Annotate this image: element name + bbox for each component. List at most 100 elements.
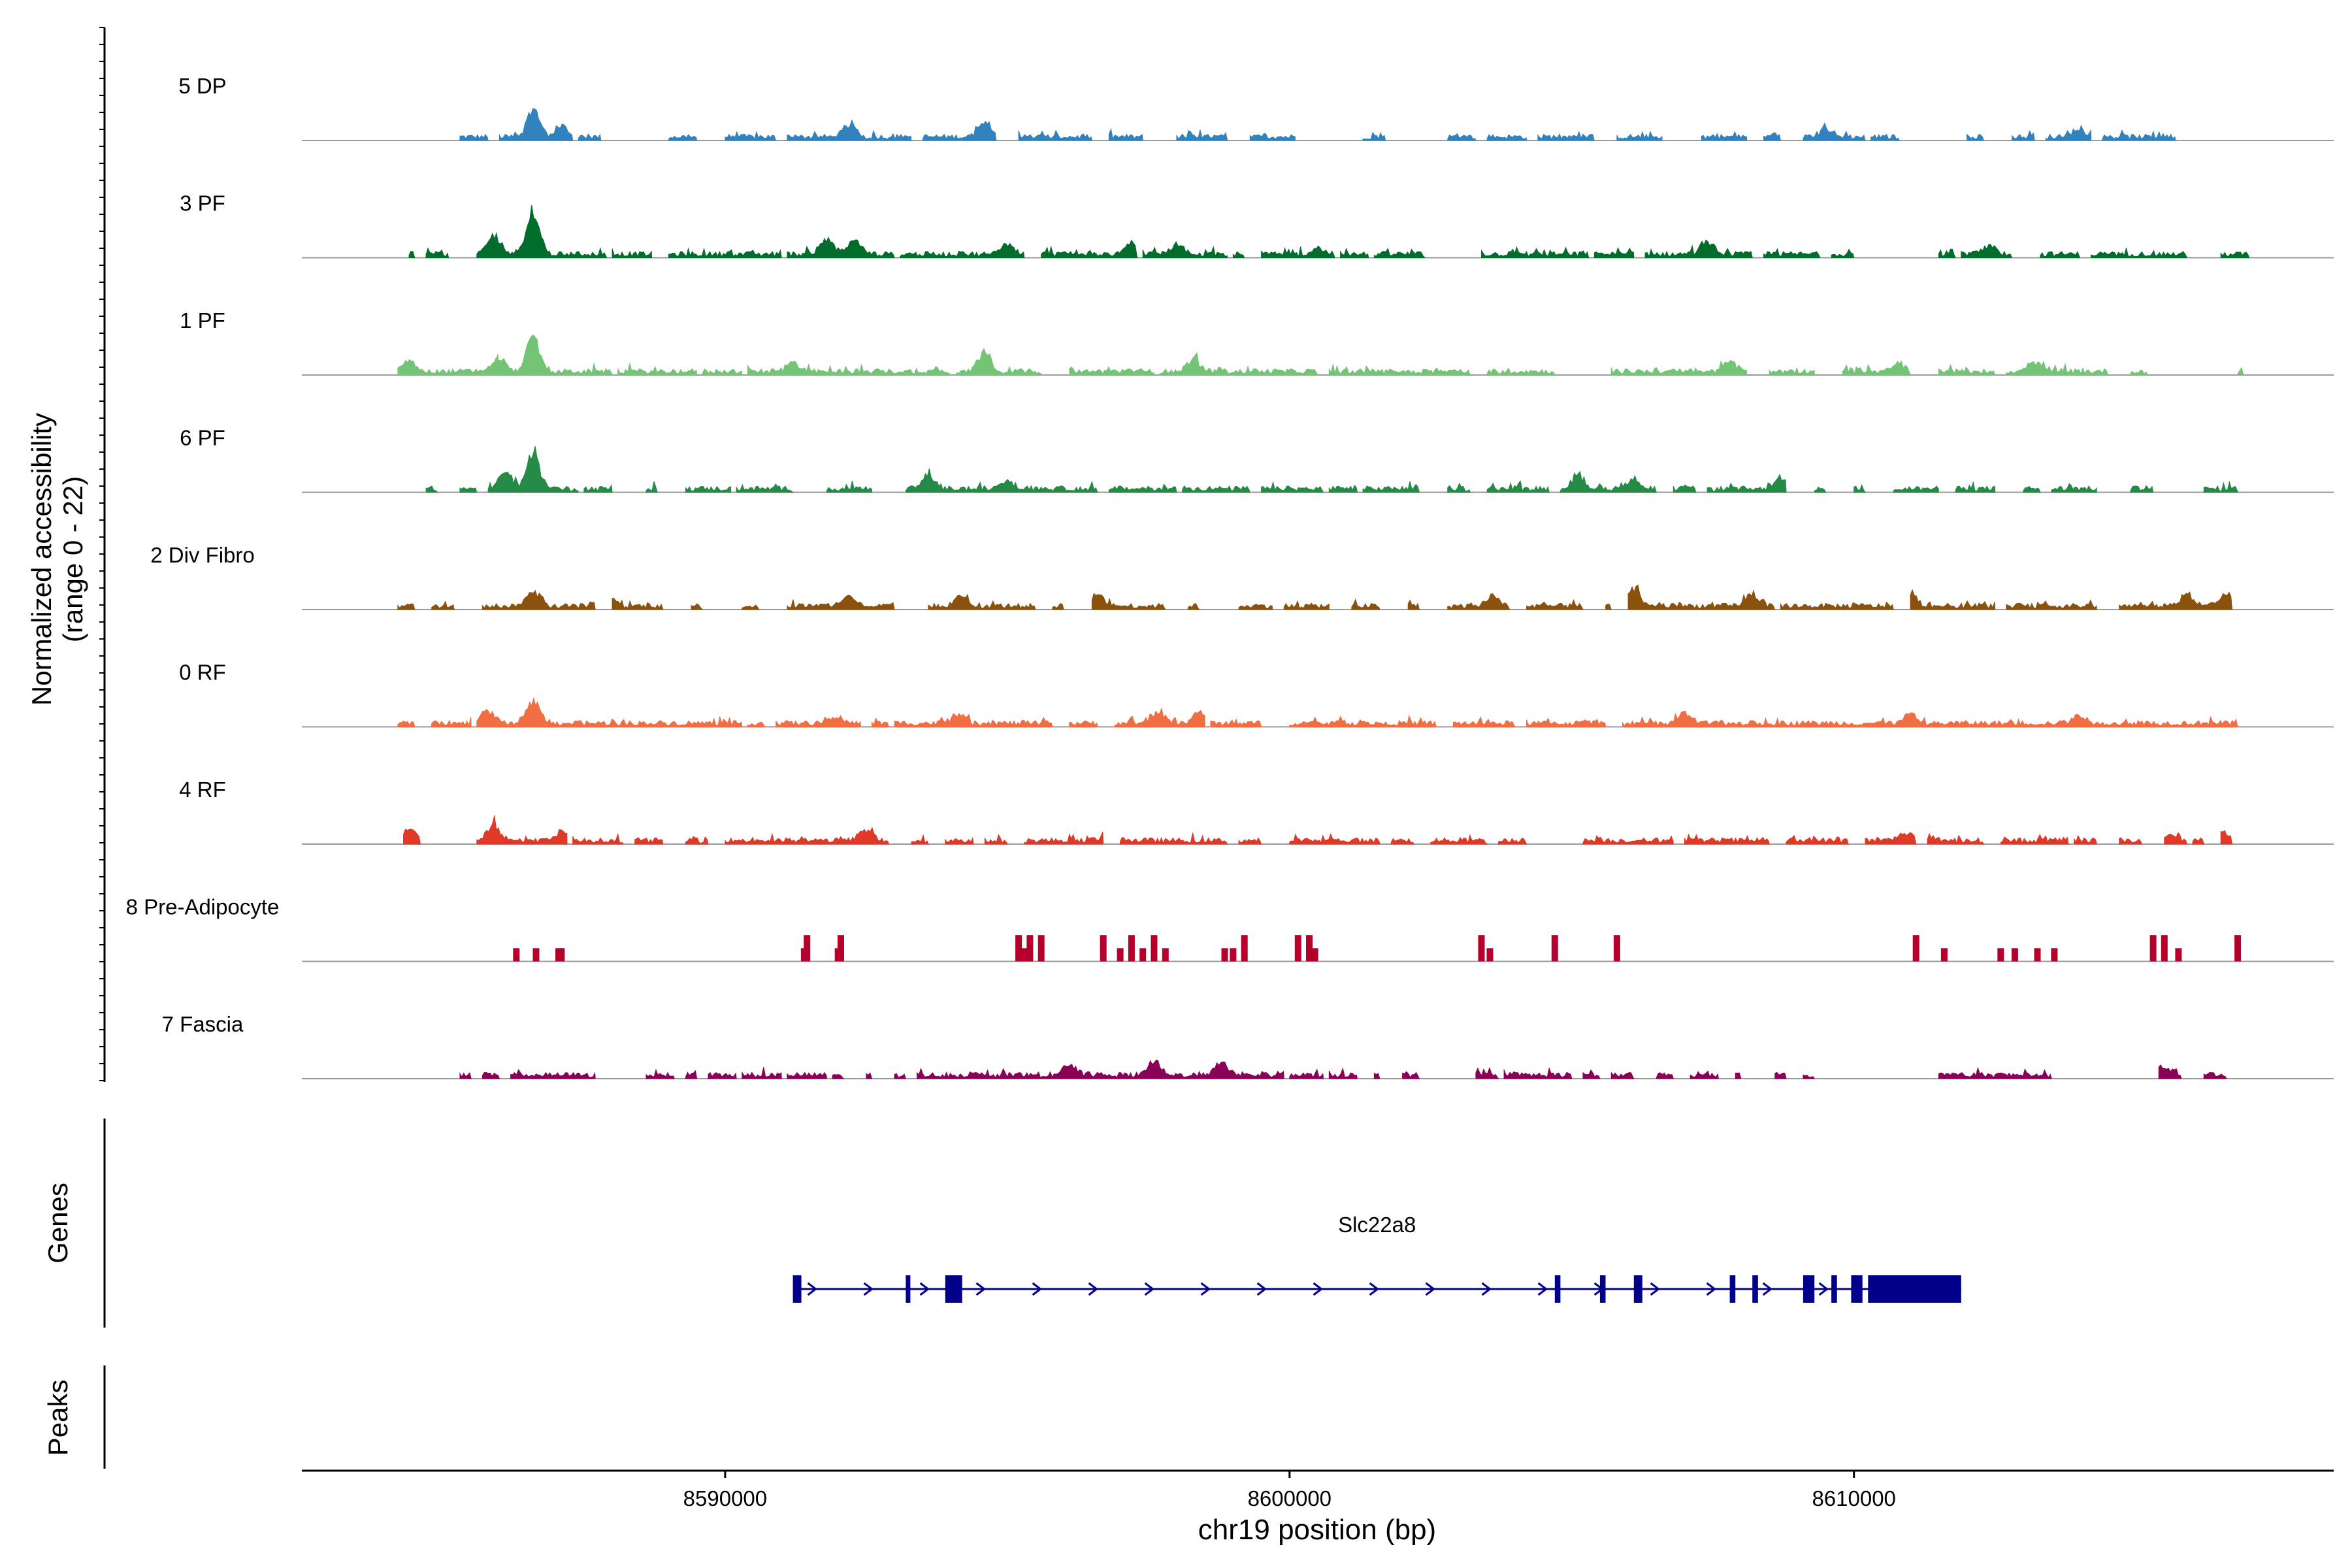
accessibility-signal [476, 696, 743, 727]
accessibility-signal [702, 368, 743, 376]
accessibility-signal [1114, 707, 1205, 727]
track-label: 2 Div Fibro [150, 543, 255, 567]
accessibility-signal [2074, 834, 2097, 845]
accessibility-signal [612, 597, 664, 610]
accessibility-signal [397, 603, 416, 610]
accessibility-signal [725, 130, 777, 141]
strand-arrow [919, 1282, 930, 1296]
accessibility-signal [956, 348, 1042, 376]
accessibility-signal [1938, 363, 1996, 376]
accessibility-signal [742, 604, 760, 610]
accessibility-bar [1940, 948, 1948, 962]
accessibility-bar [1306, 935, 1313, 962]
accessibility-signal [431, 600, 455, 610]
x-tick-label: 8590000 [683, 1486, 767, 1511]
gene-exon [1633, 1275, 1642, 1303]
track-label: 5 DP [178, 74, 226, 98]
accessibility-signal [612, 248, 653, 258]
y-axis-range-label: (range 0 - 22) [57, 476, 88, 642]
accessibility-signal [1690, 1070, 1719, 1079]
accessibility-signal [431, 717, 472, 727]
strand-arrow [1818, 1282, 1829, 1296]
accessibility-signal [1526, 717, 1607, 727]
accessibility-signal [1774, 1071, 1787, 1079]
gene-exon [945, 1275, 962, 1303]
accessibility-signal [2203, 1071, 2227, 1079]
accessibility-signal [1210, 718, 1262, 727]
accessibility-bar [1241, 935, 1248, 962]
accessibility-signal [787, 236, 895, 258]
accessibility-signal [2203, 480, 2238, 493]
accessibility-signal [1283, 600, 1330, 610]
accessibility-signal [425, 485, 438, 493]
accessibility-signal [1018, 129, 1093, 141]
accessibility-signal [668, 247, 782, 258]
track-1-pf: 1 PF [180, 308, 2334, 376]
accessibility-signal [1763, 132, 1782, 141]
strand-arrow [807, 1282, 818, 1296]
x-axis-ticks: 8590000 8600000 8610000 [683, 1471, 1896, 1511]
track-5-dp: 5 DP [178, 74, 2334, 141]
accessibility-signal [645, 481, 658, 493]
accessibility-bar [1117, 948, 1124, 962]
accessibility-signal [1402, 1071, 1420, 1079]
accessibility-signal [2237, 367, 2244, 376]
accessibility-signal [1870, 133, 1900, 141]
accessibility-signal [1340, 248, 1369, 258]
accessibility-signal [1069, 720, 1098, 727]
accessibility-signal [1582, 1069, 1601, 1079]
accessibility-signal [1701, 131, 1748, 141]
track-8-pre-adipocyte: 8 Pre-Adipocyte [126, 895, 2334, 962]
accessibility-signal [1069, 366, 1155, 376]
track-0-rf: 0 RF [179, 661, 2334, 728]
accessibility-signal [617, 363, 698, 376]
peaks-panel-label: Peaks [42, 1380, 73, 1456]
accessibility-signal [1854, 483, 1866, 493]
accessibility-bar [2051, 948, 2058, 962]
accessibility-signal [2164, 832, 2188, 845]
accessibility-bar [2011, 948, 2018, 962]
accessibility-bar [1221, 948, 1228, 962]
gene-exon [792, 1275, 802, 1303]
accessibility-signal [787, 119, 912, 141]
strand-arrow [1425, 1282, 1436, 1296]
accessibility-tracks: 5 DP 3 PF 1 PF 6 PF 2 Div Fibro 0 RF 4 RF 8 Pre… [126, 74, 2334, 1079]
accessibility-signal [1238, 604, 1273, 610]
accessibility-signal [583, 483, 613, 493]
accessibility-signal [747, 721, 766, 727]
accessibility-signal [459, 1071, 472, 1079]
gene-exon [1803, 1275, 1815, 1303]
accessibility-bar [1478, 935, 1485, 962]
accessibility-signal [1187, 603, 1200, 610]
accessibility-signal [1328, 364, 1471, 376]
accessibility-signal [1955, 480, 1996, 493]
accessibility-bar [2149, 935, 2157, 962]
accessibility-signal [2040, 251, 2080, 258]
accessibility-signal [1497, 838, 1527, 845]
accessibility-signal [1182, 485, 1251, 493]
accessibility-signal [487, 446, 579, 493]
accessibility-signal [1091, 593, 1166, 610]
accessibility-signal [2012, 129, 2035, 141]
gene-exon [1752, 1275, 1758, 1303]
accessibility-signal [1481, 246, 1590, 258]
accessibility-signal [742, 1066, 782, 1079]
accessibility-signal [2220, 251, 2250, 258]
strand-arrow [1144, 1282, 1155, 1296]
accessibility-signal [1814, 486, 1827, 493]
track-label: 0 RF [179, 661, 226, 685]
accessibility-signal [792, 360, 952, 376]
accessibility-signal [634, 837, 664, 845]
accessibility-signal [1560, 470, 1657, 493]
accessibility-signal [2119, 591, 2233, 610]
accessibility-bar [1912, 935, 1919, 962]
track-7-fascia: 7 Fascia [162, 1012, 2334, 1079]
accessibility-signal [1447, 133, 1477, 141]
accessibility-signal [2045, 124, 2092, 141]
accessibility-signal [1486, 367, 1556, 376]
accessibility-bar [1128, 935, 1135, 962]
gene-exon [1729, 1275, 1736, 1303]
accessibility-signal [1249, 133, 1296, 141]
accessibility-bar [1162, 948, 1169, 962]
